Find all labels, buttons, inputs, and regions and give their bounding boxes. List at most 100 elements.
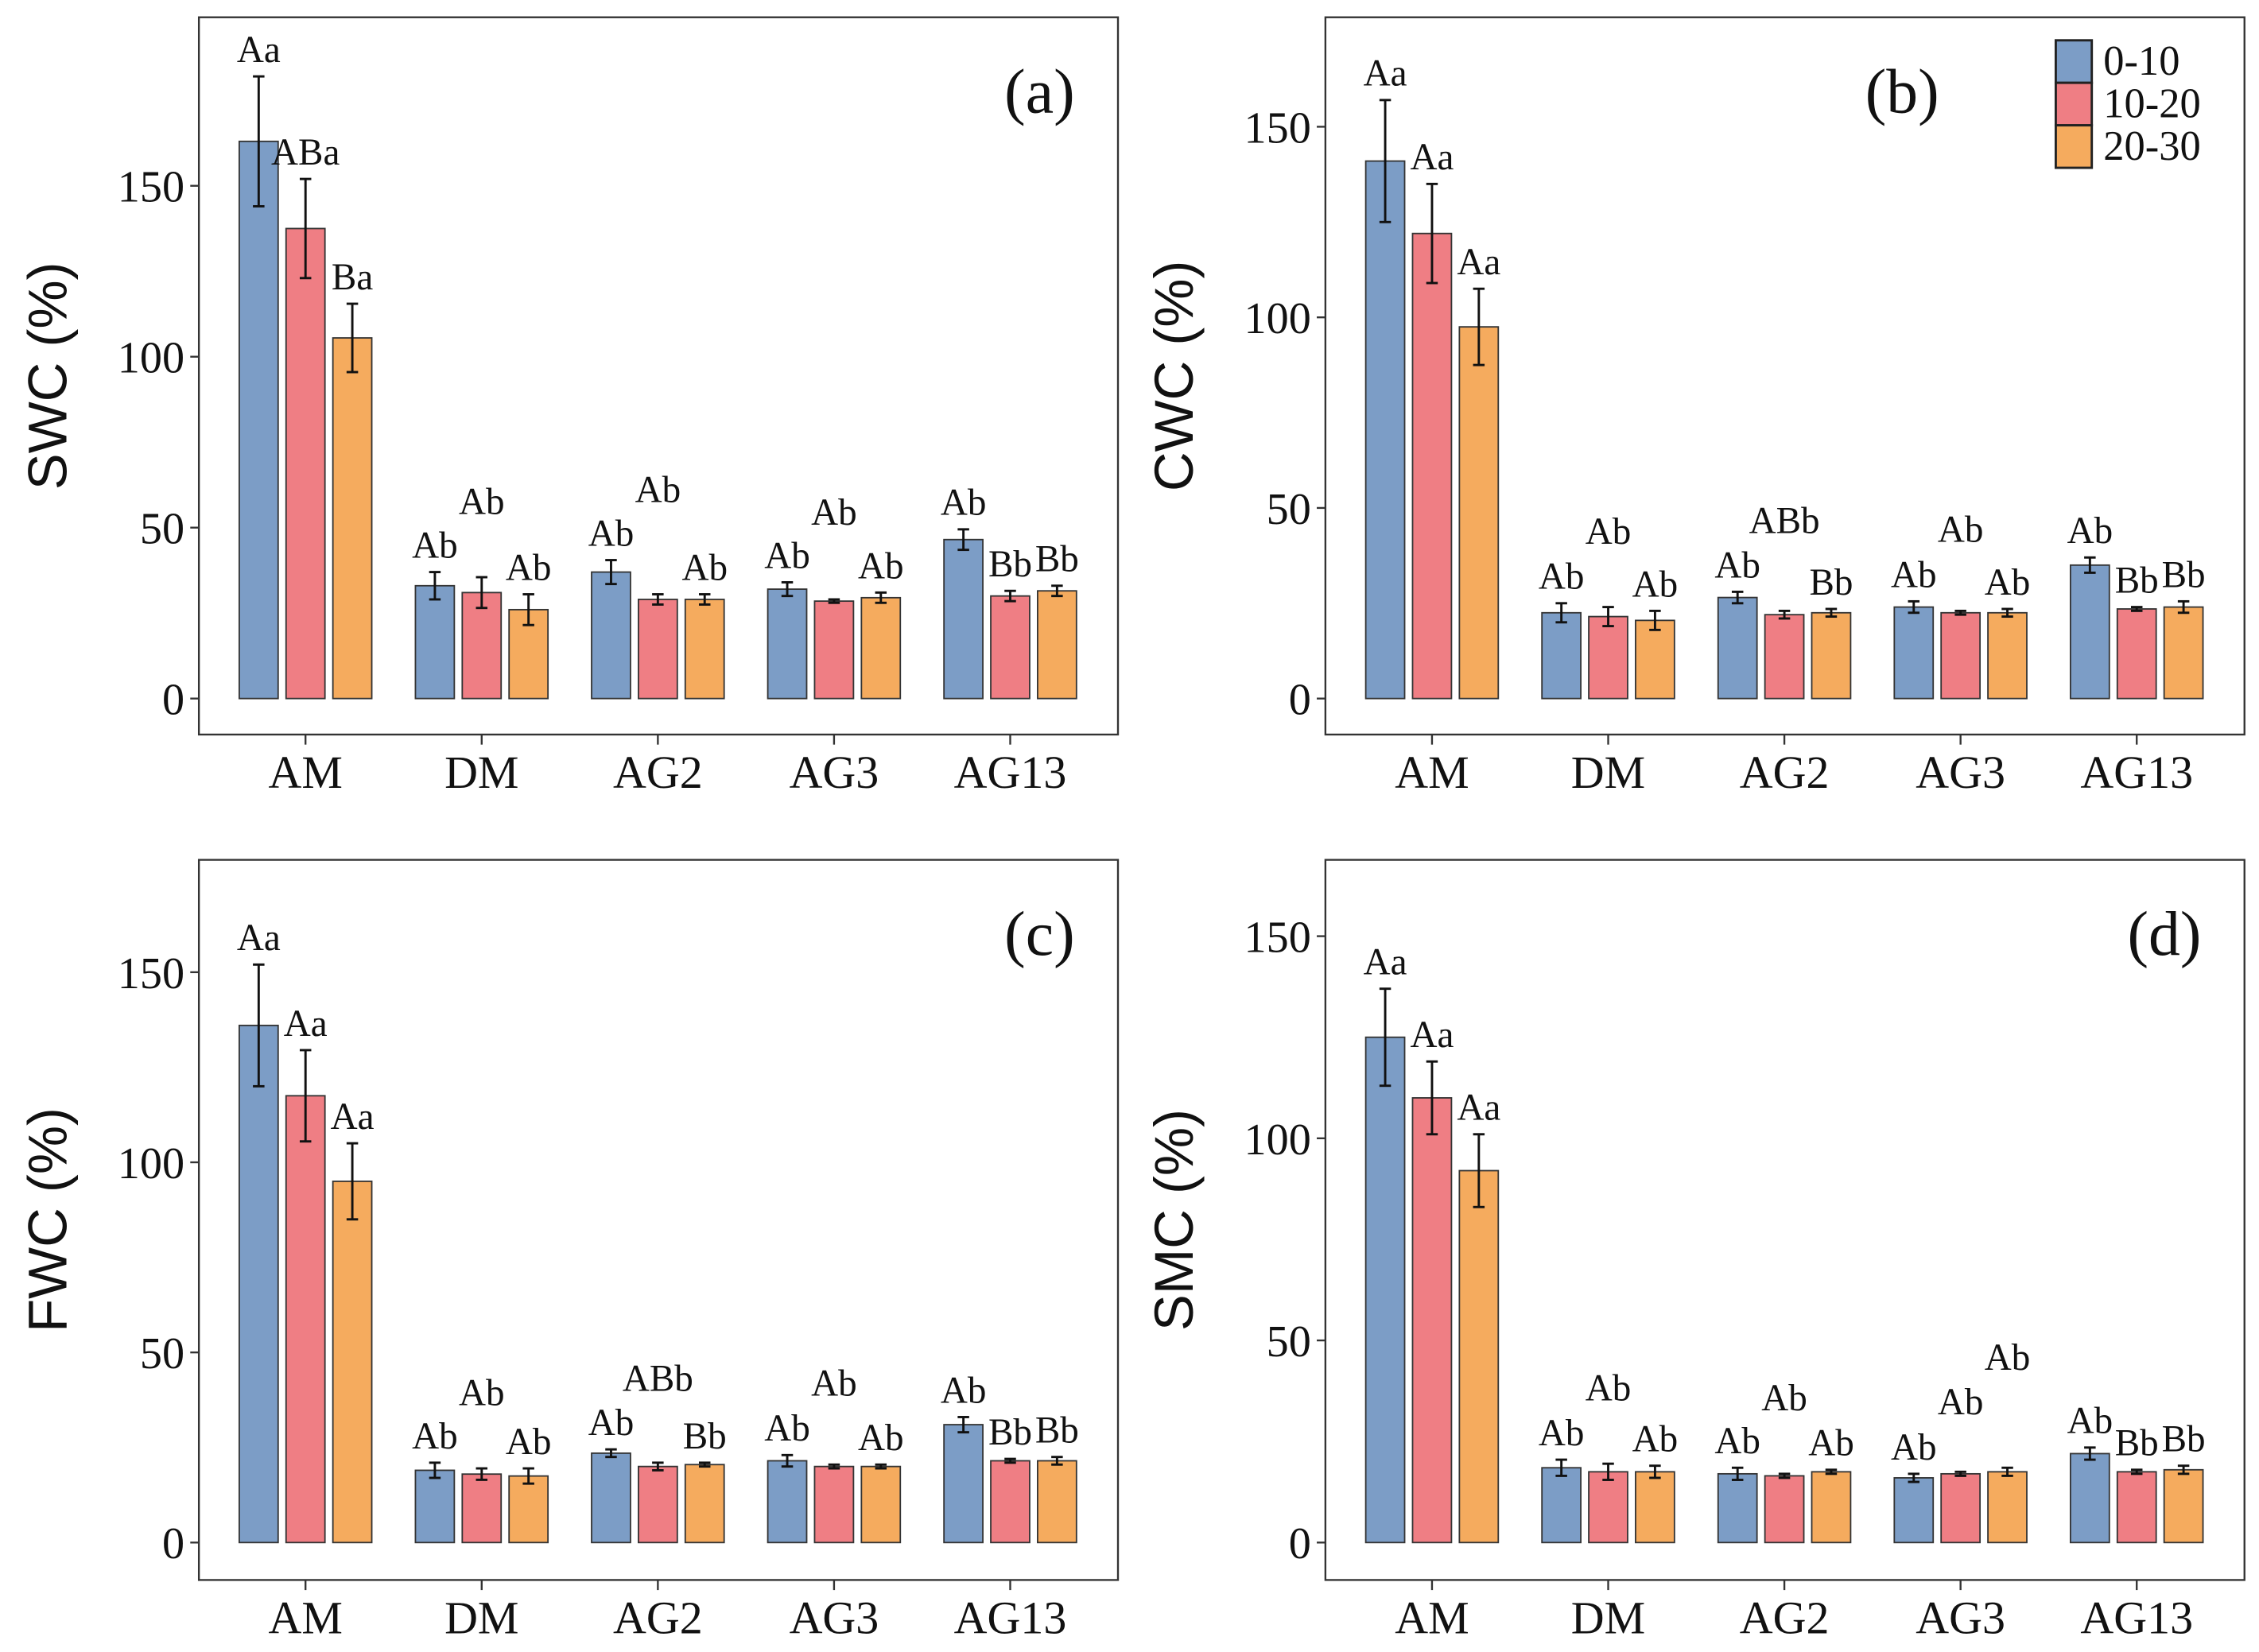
y-tick-label: 100 xyxy=(1244,294,1311,343)
y-tick-label: 0 xyxy=(162,676,184,725)
bar-20-30 xyxy=(332,1181,373,1544)
bar-0-10 xyxy=(1717,1472,1758,1544)
significance-label: Ab xyxy=(635,470,681,511)
significance-label: Bb xyxy=(2162,1419,2206,1460)
x-tick-label: DM xyxy=(444,1592,518,1643)
significance-label: Ab xyxy=(1539,1413,1585,1454)
bar-20-30 xyxy=(1987,1471,2028,1544)
bar-20-30 xyxy=(1635,619,1675,700)
y-tick-label: 0 xyxy=(1289,1519,1311,1569)
bar-20-30 xyxy=(332,337,373,700)
y-tick-label: 100 xyxy=(118,334,184,383)
bar-0-10 xyxy=(943,1424,984,1544)
bar-0-10 xyxy=(767,588,808,700)
legend-label: 20-30 xyxy=(2103,123,2201,169)
x-tick-label: AG2 xyxy=(1740,747,1830,798)
bar-20-30 xyxy=(860,1465,902,1544)
significance-label: Ab xyxy=(1632,1419,1679,1460)
bar-0-10 xyxy=(767,1460,808,1544)
bar-10-20 xyxy=(813,600,855,700)
bar-10-20 xyxy=(1940,1472,1981,1544)
significance-label: Ab xyxy=(811,1363,857,1404)
x-tick-label: AM xyxy=(269,1592,343,1643)
significance-label: Ba xyxy=(332,257,373,298)
significance-label: Aa xyxy=(1410,1014,1454,1056)
bar-0-10 xyxy=(591,1452,631,1544)
panel-label: (c) xyxy=(1004,899,1074,969)
significance-label: Ab xyxy=(1586,511,1632,553)
legend-label: 0-10 xyxy=(2103,38,2179,84)
x-tick-label: AG3 xyxy=(1915,1592,2005,1643)
significance-label: Bb xyxy=(2162,554,2206,595)
significance-label: Bb xyxy=(2115,1423,2159,1464)
bar-20-30 xyxy=(1811,1471,1852,1544)
significance-label: Ab xyxy=(412,1416,458,1457)
panel-label: (a) xyxy=(1004,56,1074,126)
significance-label: Bb xyxy=(2115,560,2159,601)
bar-20-30 xyxy=(1458,1169,1500,1544)
panel-label: (b) xyxy=(1865,56,1939,126)
bar-10-20 xyxy=(2116,1471,2157,1544)
x-tick-label: AG13 xyxy=(954,747,1067,798)
y-tick-label: 0 xyxy=(1289,676,1311,725)
significance-label: Bb xyxy=(1035,1410,1079,1452)
bar-10-20 xyxy=(637,599,678,700)
bar-20-30 xyxy=(508,1475,549,1544)
y-tick-label: 50 xyxy=(1267,485,1311,534)
significance-label: Ab xyxy=(1938,509,1984,550)
bar-10-20 xyxy=(1411,232,1453,700)
significance-label: Ab xyxy=(459,481,505,522)
bar-0-10 xyxy=(1541,611,1582,700)
significance-label: Ab xyxy=(2067,1401,2113,1442)
y-tick-label: 150 xyxy=(1244,913,1311,963)
significance-label: Ab xyxy=(588,513,635,554)
bar-20-30 xyxy=(1458,326,1500,700)
significance-label: Ab xyxy=(1891,554,1937,595)
bar-20-30 xyxy=(1635,1471,1675,1544)
significance-label: Aa xyxy=(237,29,281,71)
x-tick-label: AG13 xyxy=(2080,1592,2193,1643)
significance-label: Ab xyxy=(858,1417,904,1459)
significance-label: Ab xyxy=(941,1370,987,1411)
significance-label: Ab xyxy=(588,1402,635,1444)
bar-10-20 xyxy=(637,1465,678,1544)
legend-swatch xyxy=(2054,39,2094,84)
bar-20-30 xyxy=(860,596,902,700)
significance-label: Ab xyxy=(811,492,857,533)
x-tick-label: AM xyxy=(1395,747,1469,798)
bar-20-30 xyxy=(2163,1468,2204,1544)
y-tick-label: 150 xyxy=(118,163,184,212)
bar-10-20 xyxy=(1411,1097,1453,1544)
significance-label: Ab xyxy=(858,545,904,587)
significance-label: Ab xyxy=(1891,1427,1937,1468)
significance-label: Aa xyxy=(1364,53,1407,95)
bar-0-10 xyxy=(2069,564,2110,700)
y-axis-title: SWC (%) xyxy=(17,262,78,490)
bar-0-10 xyxy=(238,140,279,700)
x-tick-label: AG3 xyxy=(790,1592,879,1643)
significance-label: Bb xyxy=(1809,562,1853,603)
significance-label: Ab xyxy=(681,547,728,588)
x-tick-label: DM xyxy=(444,747,518,798)
significance-label: Ab xyxy=(1714,1421,1760,1462)
x-tick-label: AG3 xyxy=(790,747,879,798)
bar-10-20 xyxy=(1940,611,1981,700)
significance-label: Ab xyxy=(1985,1337,2031,1379)
significance-label: Ab xyxy=(1808,1423,1854,1464)
bar-0-10 xyxy=(1364,160,1406,700)
x-tick-label: AM xyxy=(269,747,343,798)
significance-label: Ab xyxy=(764,535,810,576)
x-tick-label: AG2 xyxy=(1740,1592,1830,1643)
significance-label: Bb xyxy=(988,1412,1032,1453)
significance-label: ABb xyxy=(1749,501,1820,542)
significance-label: Ab xyxy=(1985,562,2031,603)
significance-label: Bb xyxy=(988,544,1032,585)
bar-10-20 xyxy=(285,227,326,700)
x-tick-label: DM xyxy=(1571,747,1645,798)
bar-0-10 xyxy=(943,538,984,700)
x-tick-label: AG3 xyxy=(1915,747,2005,798)
